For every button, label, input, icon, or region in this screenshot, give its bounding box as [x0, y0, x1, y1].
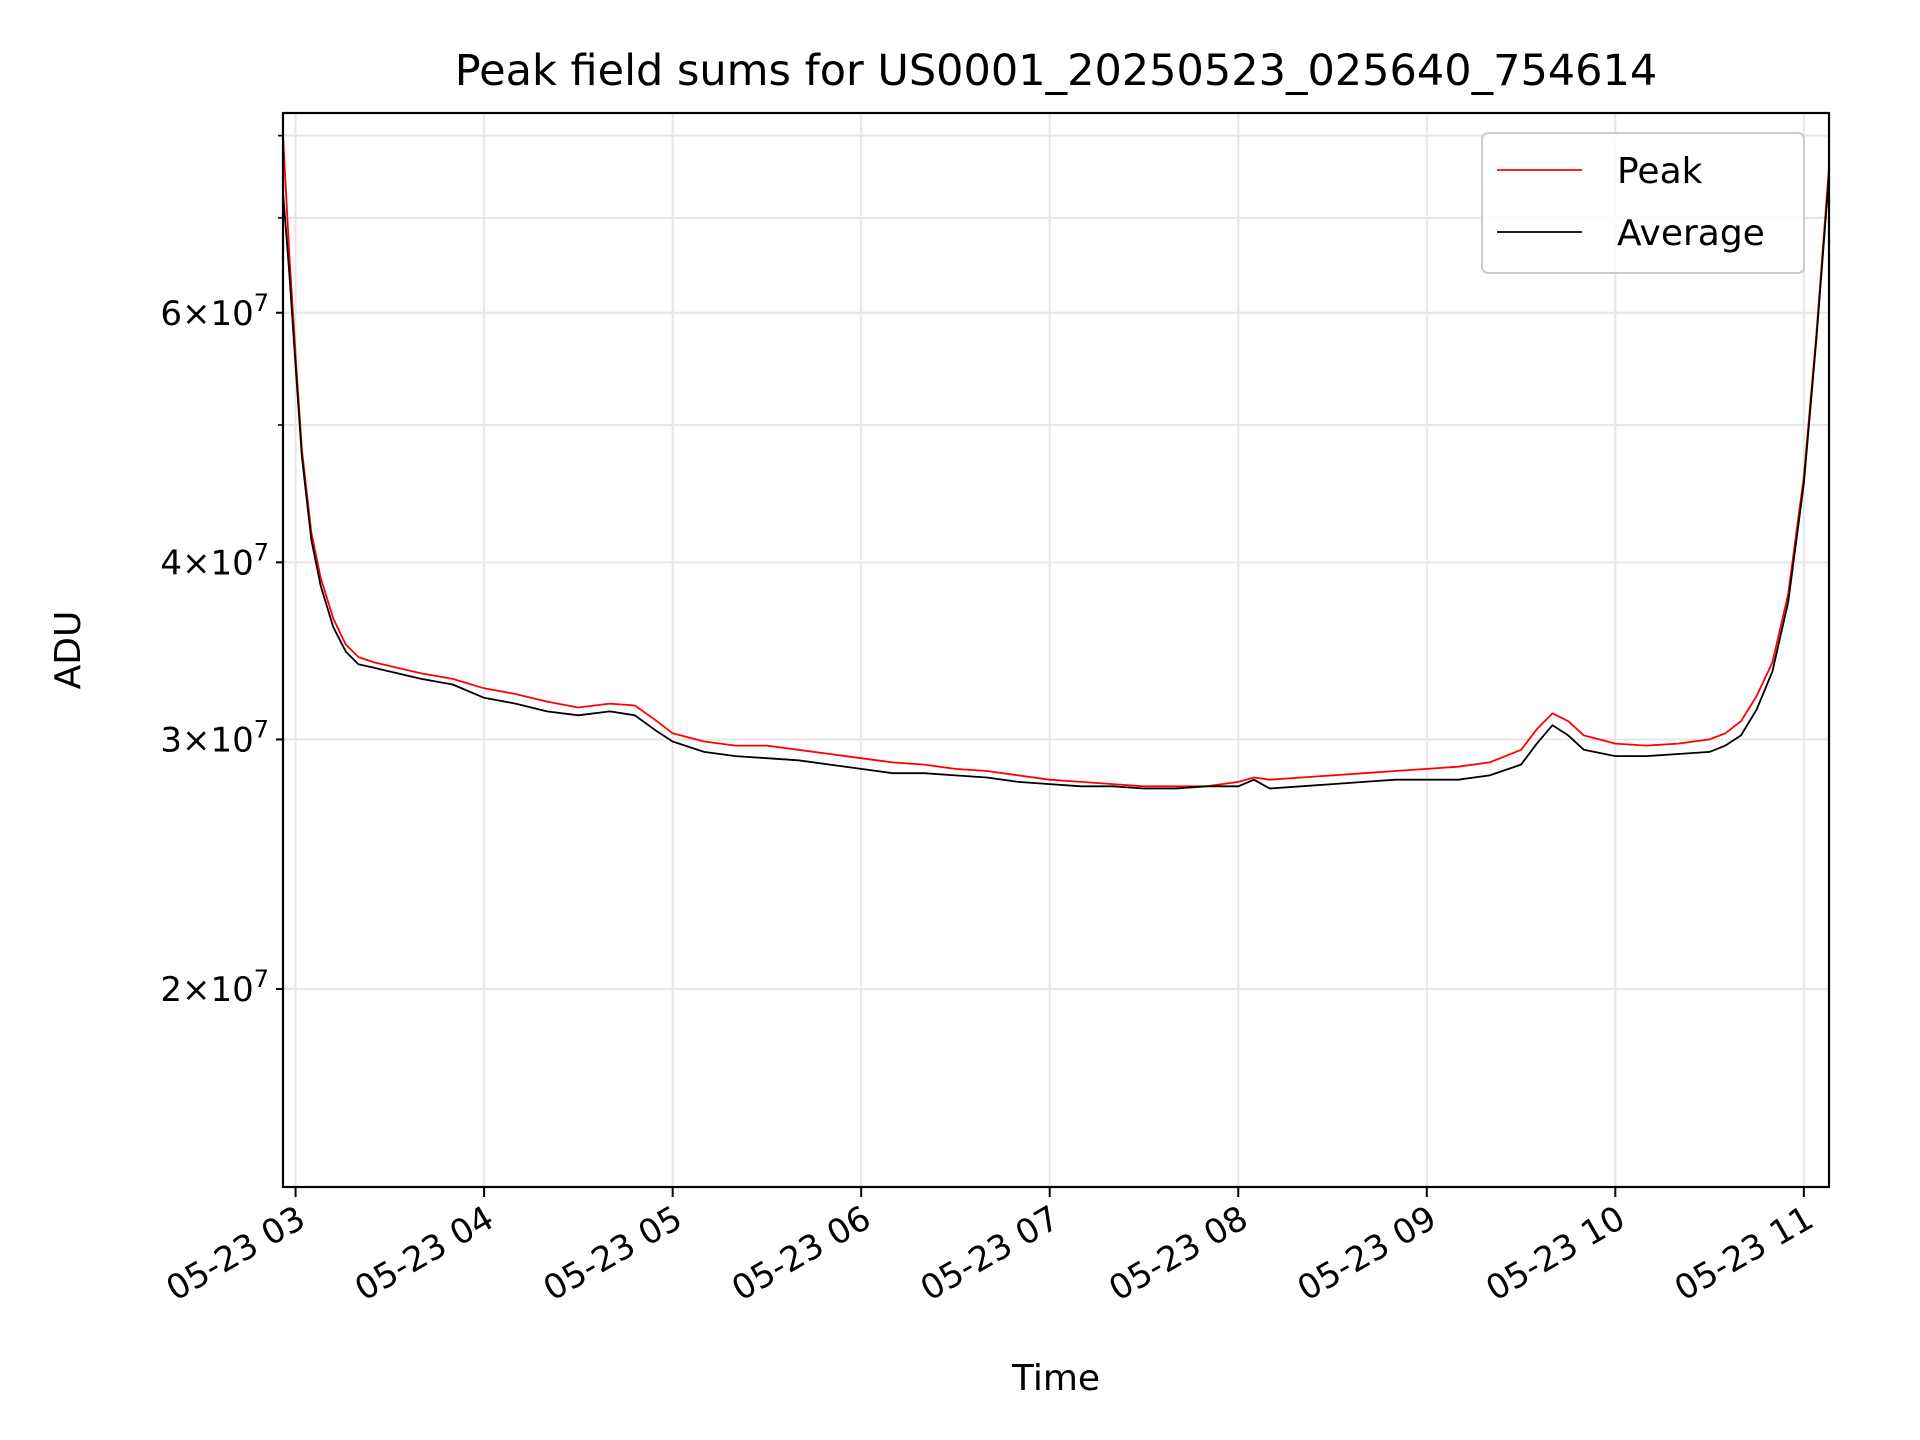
legend-box [1481, 132, 1805, 274]
y-axis-label: ADU [48, 611, 89, 690]
y-tick-label: 2×107 [160, 965, 269, 1010]
series-line-average [282, 175, 1830, 790]
legend-label-average: Average [1617, 213, 1765, 254]
y-tick-label: 4×107 [160, 538, 269, 583]
legend: Peak Average [1481, 132, 1805, 274]
y-tick-label: 6×107 [160, 289, 269, 334]
plot-frame [281, 111, 1831, 1189]
legend-label-peak: Peak [1617, 151, 1703, 192]
series-layer [282, 135, 1830, 790]
series-line-peak [282, 135, 1830, 788]
chart-title: Peak field sums for US0001_20250523_0256… [455, 46, 1658, 96]
x-axis-label: Time [1011, 1358, 1100, 1399]
y-tick-label: 3×107 [160, 715, 269, 760]
